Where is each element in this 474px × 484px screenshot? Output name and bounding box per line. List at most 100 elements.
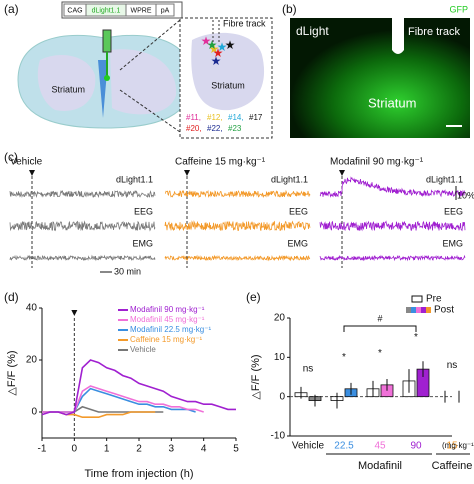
mouse-label: #11, <box>186 113 201 122</box>
marker-star: ★ <box>201 34 212 48</box>
x-tick-label: 15 <box>446 441 458 452</box>
x-tick-label: 4 <box>201 444 207 455</box>
annotation: * <box>342 352 346 363</box>
micrograph <box>290 18 470 138</box>
bracket <box>343 325 417 332</box>
striatum-shape <box>110 49 177 115</box>
series-line <box>41 359 236 416</box>
panel-e: (e) △F/F (%) -10 0 10 20 Vehicle ns 22.5 * 45 * 90 * 1… <box>246 290 474 472</box>
y-tick-label: -10 <box>271 431 286 442</box>
panel-label: (c) <box>4 150 18 164</box>
stain-label: GFP <box>449 4 468 14</box>
injection-arrow <box>71 310 78 316</box>
construct-label: pA <box>161 7 170 14</box>
y-tick-label: 20 <box>26 355 38 366</box>
amp-scale-label: 10% <box>457 190 474 200</box>
column-title: Modafinil 90 mg·kg⁻¹ <box>330 157 424 168</box>
legend-label: Pre <box>426 294 442 305</box>
trace <box>9 254 156 262</box>
marker-star: ★ <box>207 38 218 52</box>
panel-label: (d) <box>4 290 19 304</box>
x-tick-label: 0 <box>72 444 78 455</box>
legend-swatch <box>406 307 411 313</box>
y-axis-label: △F/F (%) <box>6 350 18 395</box>
legend-label: Caffeine 15 mg·kg⁻¹ <box>130 335 202 344</box>
zoom-line <box>119 19 181 71</box>
mouse-label: #20, <box>186 124 202 133</box>
x-tick-label: 22.5 <box>334 441 354 452</box>
zoom-line <box>119 89 181 133</box>
fibre-track <box>392 18 404 54</box>
x-tick-label: 2 <box>136 444 142 455</box>
legend-label: Post <box>434 305 454 316</box>
region-label: Striatum <box>368 95 416 110</box>
bracket-label: # <box>377 313 382 323</box>
inset-striatum <box>191 32 265 111</box>
y-tick-label: 40 <box>26 303 38 314</box>
trace <box>9 220 156 232</box>
trace <box>164 220 311 232</box>
series-line <box>42 387 196 413</box>
y-axis-label: △F/F (%) <box>250 354 262 399</box>
channel-label: dLight1.1 <box>271 174 308 184</box>
construct-label: WPRE <box>131 7 152 14</box>
annotation: * <box>414 332 418 343</box>
x-tick-label: 3 <box>169 444 175 455</box>
legend-swatch <box>411 307 416 313</box>
annotation: ns <box>303 364 314 375</box>
legend-label: Vehicle <box>130 345 156 354</box>
y-tick-label: 20 <box>274 313 286 324</box>
annotation: * <box>378 348 382 359</box>
series-line <box>42 385 204 413</box>
marker-star: ★ <box>225 38 236 52</box>
mouse-label: #12, <box>207 113 223 122</box>
striatum-label: Striatum <box>51 84 85 94</box>
x-tick-label: 5 <box>233 444 239 455</box>
trace <box>319 254 466 262</box>
column-title: Vehicle <box>10 157 43 168</box>
channel-label: EMG <box>442 238 463 248</box>
y-tick-label: 0 <box>31 407 37 418</box>
trace <box>9 189 156 199</box>
injection-arrow <box>184 170 190 176</box>
x-tick-label: -1 <box>38 444 47 455</box>
marker-star: ★ <box>209 42 220 56</box>
x-tick-label: Vehicle <box>292 441 325 452</box>
y-tick-label: 0 <box>279 391 285 402</box>
x-tick-label: 45 <box>374 441 386 452</box>
x-axis-label: Time from injection (h) <box>84 468 193 480</box>
inset-striatum-label: Striatum <box>211 80 245 90</box>
mouse-label: #17 <box>249 113 263 122</box>
legend-label: Modafinil 45 mg·kg⁻¹ <box>130 315 205 324</box>
channel-label: dLight1.1 <box>116 174 153 184</box>
syringe <box>102 29 112 53</box>
panel-b: (b) GFP dLight Fibre track Striatum <box>282 2 470 138</box>
legend-swatch <box>411 295 423 303</box>
x-tick-label: 90 <box>410 441 422 452</box>
legend-swatch <box>416 307 421 313</box>
legend-label: Modafinil 90 mg·kg⁻¹ <box>130 305 205 314</box>
sensor-label: dLight <box>296 24 329 38</box>
trace <box>164 254 311 262</box>
legend-swatch <box>426 307 431 313</box>
mouse-label: #22, <box>207 124 223 133</box>
injection-arrow <box>339 170 345 176</box>
trace <box>319 176 466 198</box>
channel-label: EEG <box>134 206 153 216</box>
time-scale-label: 30 min <box>114 266 141 276</box>
mouse-label: #14, <box>228 113 244 122</box>
panel-c: (c) Vehicle dLight1.1 EEG EMG Caffeine 15 mg… <box>4 150 474 276</box>
trace <box>165 189 311 199</box>
channel-label: EEG <box>444 206 463 216</box>
construct-label: CAG <box>67 7 82 14</box>
injection-site <box>104 75 110 81</box>
ventricle <box>98 60 108 118</box>
panel-label: (e) <box>246 290 261 304</box>
channel-label: EEG <box>289 206 308 216</box>
mouse-label: #23 <box>228 124 242 133</box>
group-label: Caffeine <box>432 460 473 472</box>
channel-label: EMG <box>287 238 308 248</box>
legend-label: Modafinil 22.5 mg·kg⁻¹ <box>130 325 211 334</box>
y-tick-label: 10 <box>274 352 286 363</box>
